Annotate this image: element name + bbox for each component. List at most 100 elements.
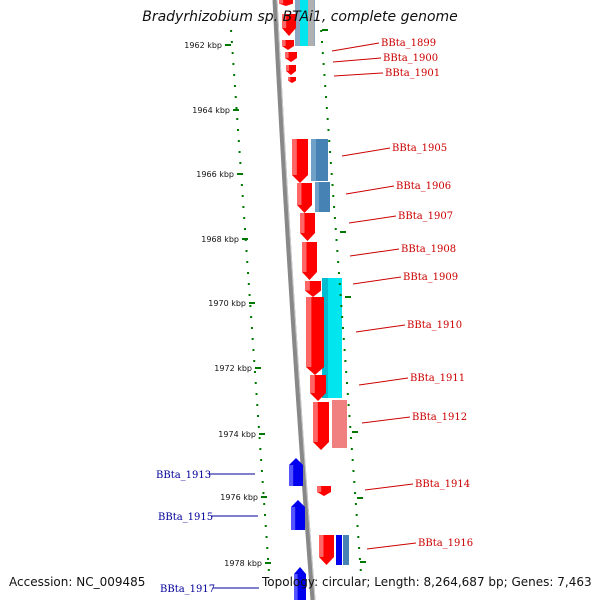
gene-label-bbta-1900[interactable]: BBta_1900 bbox=[383, 53, 438, 64]
gene-label-bbta-1913[interactable]: BBta_1913 bbox=[156, 470, 211, 481]
ruler-minor-tick bbox=[240, 184, 243, 186]
outer-track-major-tick bbox=[352, 431, 358, 433]
outer-track-tick bbox=[354, 492, 357, 494]
genome-backbone bbox=[272, 0, 316, 601]
gene-label-leader bbox=[332, 57, 382, 63]
ruler-minor-tick bbox=[237, 129, 240, 131]
ruler-minor-tick bbox=[265, 536, 268, 538]
map-title: Bradyrhizobium sp. BTAi1, complete genom… bbox=[142, 9, 458, 25]
outer-track-tick bbox=[326, 118, 329, 120]
gene-label-bbta-1906[interactable]: BBta_1906 bbox=[396, 181, 451, 192]
reverse-gene-arrow-shade bbox=[294, 574, 298, 600]
gene-label-leader bbox=[341, 147, 391, 157]
ruler-layer: 1962 kbp 1964 kbp 1966 kbp 1968 kbp 1970 kbp… bbox=[184, 29, 366, 571]
outer-track-tick bbox=[335, 239, 338, 241]
outer-track-tick bbox=[346, 382, 349, 384]
ruler-tick-label: 1964 kbp bbox=[192, 106, 230, 115]
ruler-minor-tick bbox=[253, 360, 256, 362]
steelblue-feature-block-1916[interactable] bbox=[343, 535, 349, 565]
ruler-minor-tick bbox=[261, 481, 264, 483]
forward-gene-arrow-shade bbox=[300, 213, 305, 233]
genome-backbone-highlight bbox=[276, 0, 316, 601]
ruler-minor-tick bbox=[255, 393, 258, 395]
outer-track-tick bbox=[342, 338, 345, 340]
ruler-minor-tick bbox=[234, 96, 237, 98]
ruler-minor-tick bbox=[249, 305, 252, 307]
ruler-minor-tick bbox=[250, 316, 253, 318]
accession-text: Accession: NC_009485 bbox=[9, 575, 146, 589]
gene-label-bbta-1914[interactable]: BBta_1914 bbox=[415, 479, 470, 490]
ruler-major-tick bbox=[265, 562, 271, 564]
gene-label-leader bbox=[345, 185, 395, 195]
outer-track-tick bbox=[357, 536, 360, 538]
forward-gene-arrow-shade bbox=[286, 65, 289, 71]
outer-track-tick bbox=[328, 140, 331, 142]
gene-label-bbta-1901[interactable]: BBta_1901 bbox=[385, 68, 440, 79]
gene-glyph-layer bbox=[279, 0, 349, 600]
outer-track-tick bbox=[329, 151, 332, 153]
outer-track-tick bbox=[346, 393, 349, 395]
ruler-minor-tick bbox=[239, 162, 242, 164]
outer-track-tick bbox=[341, 316, 344, 318]
ruler-minor-tick bbox=[233, 85, 236, 87]
ruler-minor-tick bbox=[254, 382, 257, 384]
outer-track-tick bbox=[337, 261, 340, 263]
gene-label-bbta-1899[interactable]: BBta_1899 bbox=[381, 38, 436, 49]
ruler-major-tick bbox=[249, 302, 255, 304]
gene-label-bbta-1917[interactable]: BBta_1917 bbox=[160, 584, 215, 595]
ruler-minor-tick bbox=[241, 195, 244, 197]
ruler-minor-tick bbox=[233, 74, 236, 76]
outer-track-tick bbox=[348, 415, 351, 417]
gene-label-bbta-1910[interactable]: BBta_1910 bbox=[407, 320, 462, 331]
gene-label-bbta-1916[interactable]: BBta_1916 bbox=[418, 538, 473, 549]
gene-label-leader bbox=[364, 483, 414, 491]
outer-track-tick bbox=[349, 426, 352, 428]
top-cyan-fragment bbox=[300, 0, 308, 46]
ruler-minor-tick bbox=[258, 437, 261, 439]
ruler-minor-tick bbox=[257, 415, 260, 417]
ruler-minor-tick bbox=[267, 569, 270, 571]
gene-label-bbta-1911[interactable]: BBta_1911 bbox=[410, 373, 465, 384]
blue-feature-block-1916[interactable] bbox=[336, 535, 342, 565]
outer-track-tick bbox=[354, 503, 357, 505]
outer-track-major-tick bbox=[345, 296, 351, 298]
outer-track-tick bbox=[322, 63, 325, 65]
ruler-tick-label: 1972 kbp bbox=[214, 364, 252, 373]
gene-label-bbta-1907[interactable]: BBta_1907 bbox=[398, 211, 453, 222]
outer-track-tick bbox=[359, 569, 362, 571]
outer-track-tick bbox=[324, 85, 327, 87]
gene-label-bbta-1909[interactable]: BBta_1909 bbox=[403, 272, 458, 283]
ruler-minor-tick bbox=[248, 294, 251, 296]
cyan-feature-block-shade bbox=[322, 278, 328, 398]
ruler-minor-tick bbox=[235, 107, 238, 109]
outer-track-tick bbox=[331, 184, 334, 186]
gene-label-bbta-1912[interactable]: BBta_1912 bbox=[412, 412, 467, 423]
gene-label-leader bbox=[333, 72, 384, 77]
outer-track-tick bbox=[358, 547, 361, 549]
ruler-minor-tick bbox=[257, 426, 260, 428]
outer-track-tick bbox=[321, 52, 324, 54]
gene-label-leader bbox=[348, 215, 397, 224]
gene-label-bbta-1908[interactable]: BBta_1908 bbox=[401, 244, 456, 255]
gene-label-leader bbox=[349, 248, 400, 257]
pink-feature-block[interactable] bbox=[332, 400, 347, 448]
ruler-minor-tick bbox=[240, 173, 243, 175]
gene-label-bbta-1915[interactable]: BBta_1915 bbox=[158, 512, 213, 523]
steelblue-feature-block-1906-shade bbox=[315, 182, 319, 212]
ruler-minor-tick bbox=[244, 239, 247, 241]
outer-track-tick bbox=[350, 437, 353, 439]
outer-track-tick bbox=[338, 283, 341, 285]
outer-track-tick bbox=[329, 162, 332, 164]
forward-gene-arrow-shade bbox=[292, 139, 297, 175]
gene-label-bbta-1905[interactable]: BBta_1905 bbox=[392, 143, 447, 154]
outer-track-tick bbox=[351, 459, 354, 461]
gene-label-leader bbox=[331, 42, 380, 52]
ruler-minor-tick bbox=[236, 118, 239, 120]
outer-track-tick bbox=[333, 217, 336, 219]
ruler-minor-tick bbox=[247, 272, 250, 274]
forward-gene-arrow-shade bbox=[310, 375, 315, 393]
gene-label-leader bbox=[366, 542, 417, 550]
outer-track-tick bbox=[334, 228, 337, 230]
